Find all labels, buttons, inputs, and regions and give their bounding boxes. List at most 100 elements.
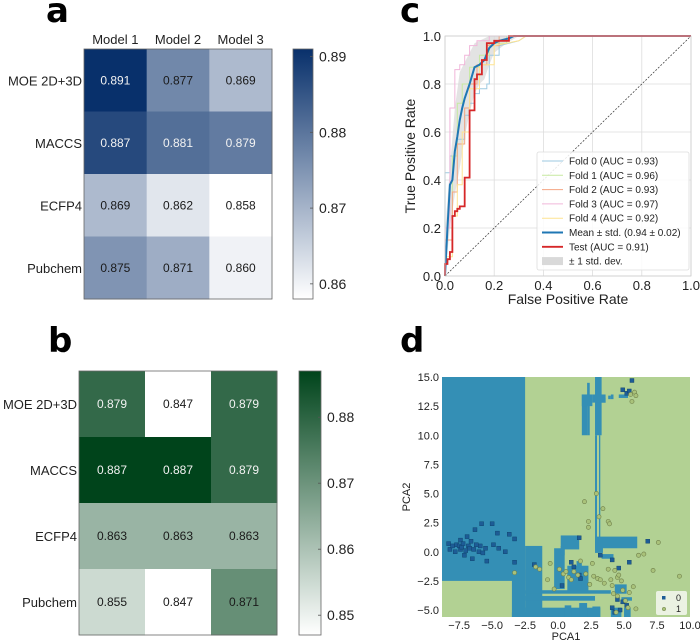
point-class-1 xyxy=(650,567,656,573)
panel-a-heatmap: Model 1 Model 2 Model 3 MOE 2D+3D 0.891 0.877… xyxy=(8,32,346,300)
point-class-0 xyxy=(507,532,512,537)
point-class-0 xyxy=(447,547,453,552)
colorbar xyxy=(292,48,314,300)
point-class-1 xyxy=(545,577,550,583)
point-class-1 xyxy=(571,569,577,574)
y-tick-label: −2.5 xyxy=(417,576,439,588)
y-tick-label: 1.0 xyxy=(423,29,441,44)
legend-label: 0 xyxy=(676,593,681,603)
point-class-0 xyxy=(463,548,468,553)
heatmap-cell xyxy=(79,503,146,570)
heatmap-cell xyxy=(145,371,212,438)
point-class-0 xyxy=(464,534,470,539)
region-class-0 xyxy=(592,606,601,617)
cell-value: 0.881 xyxy=(163,136,193,150)
x-axis-label: False Positive Rate xyxy=(508,291,629,307)
y-tick-label: 5.0 xyxy=(424,489,439,501)
point-class-0 xyxy=(479,521,484,526)
y-tick-label: 0.4 xyxy=(423,173,441,188)
cell-value: 0.863 xyxy=(229,529,259,543)
x-tick-label: 10.0 xyxy=(679,620,700,632)
point-class-0 xyxy=(496,546,501,551)
point-class-1 xyxy=(630,584,636,590)
region-class-0 xyxy=(511,569,526,617)
heatmap-cell xyxy=(145,503,212,570)
region-class-0 xyxy=(560,535,580,550)
heatmap-cell xyxy=(145,437,212,504)
heatmap-cell xyxy=(84,49,148,112)
region-class-0 xyxy=(511,612,559,617)
y-tick-label: 15.0 xyxy=(418,372,439,384)
y-tick-label: 0.6 xyxy=(423,125,441,140)
cell-value: 0.855 xyxy=(97,595,127,609)
y-tick-label: 12.5 xyxy=(418,401,439,413)
x-tick-label: 0.8 xyxy=(633,278,651,293)
point-class-1 xyxy=(626,590,632,595)
row-label: ECFP4 xyxy=(40,198,82,213)
cell-value: 0.863 xyxy=(97,529,127,543)
point-class-1 xyxy=(596,514,602,520)
heatmap-cell xyxy=(211,503,278,570)
point-class-1 xyxy=(575,572,581,578)
point-class-0 xyxy=(458,537,463,543)
point-class-1 xyxy=(620,587,626,593)
colorbar-tick-label: 0.87 xyxy=(327,475,354,491)
y-tick-label: 0.0 xyxy=(424,547,439,559)
point-class-1 xyxy=(612,567,618,573)
heatmap-cell xyxy=(84,174,148,237)
point-class-0 xyxy=(476,549,482,554)
point-class-1 xyxy=(537,566,543,572)
point-class-0 xyxy=(503,549,508,554)
point-class-1 xyxy=(633,393,639,399)
legend-label: Test (AUC = 0.91) xyxy=(569,242,649,253)
colorbar xyxy=(298,370,322,636)
cell-value: 0.847 xyxy=(163,397,193,411)
panel-c-label: c xyxy=(400,0,420,31)
cell-value: 0.887 xyxy=(100,136,130,150)
point-class-1 xyxy=(547,561,553,566)
legend-marker-class-1 xyxy=(661,606,667,612)
row-label: MACCS xyxy=(35,136,82,151)
point-class-1 xyxy=(578,558,583,564)
x-tick-label: 2.5 xyxy=(583,620,598,632)
heatmap-cell xyxy=(79,437,146,504)
heatmap-cell xyxy=(211,569,278,636)
heatmap-border xyxy=(78,370,278,636)
y-tick-label: 0.8 xyxy=(423,77,441,92)
roc-curve xyxy=(444,35,691,276)
roc-curve xyxy=(444,35,691,276)
colorbar-tick-label: 0.85 xyxy=(327,607,354,623)
panel-c-roc-chart: 0.0 0.2 0.4 0.6 0.8 1.0 0.0 0.2 0.4 0.6 0.8 1.0 Fals… xyxy=(402,29,700,307)
cell-value: 0.863 xyxy=(163,529,193,543)
region-class-0 xyxy=(564,605,572,617)
region-class-0 xyxy=(525,607,601,617)
point-class-0 xyxy=(571,564,577,570)
legend-label: ± 1 std. dev. xyxy=(569,257,623,268)
point-class-0 xyxy=(620,387,625,393)
region-class-0 xyxy=(595,536,638,549)
region-class-0 xyxy=(579,603,588,617)
heatmap-cell xyxy=(209,174,273,237)
decision-region-layer xyxy=(442,377,690,617)
region-class-0 xyxy=(618,394,628,398)
region-class-0 xyxy=(525,596,596,601)
region-class-0 xyxy=(560,545,565,556)
region-class-0 xyxy=(525,590,611,594)
y-axis-label: True Positive Rate xyxy=(402,98,418,213)
column-header: Model 3 xyxy=(218,32,264,47)
point-class-1 xyxy=(583,571,589,577)
x-tick-label: 0.0 xyxy=(436,278,454,293)
x-tick-label: 0.0 xyxy=(550,620,565,632)
point-class-1 xyxy=(619,578,624,584)
point-class-1 xyxy=(586,524,591,530)
heatmap-cell xyxy=(211,371,278,438)
heatmap-border xyxy=(83,48,273,300)
point-class-1 xyxy=(597,577,603,583)
colorbar-tick-label: 0.89 xyxy=(319,49,346,65)
plot-frame xyxy=(444,35,692,277)
region-class-0 xyxy=(608,395,611,400)
point-class-0 xyxy=(468,539,474,544)
point-class-1 xyxy=(551,586,557,592)
legend-marker-class-0 xyxy=(662,596,666,600)
row-label: Pubchem xyxy=(27,261,82,276)
